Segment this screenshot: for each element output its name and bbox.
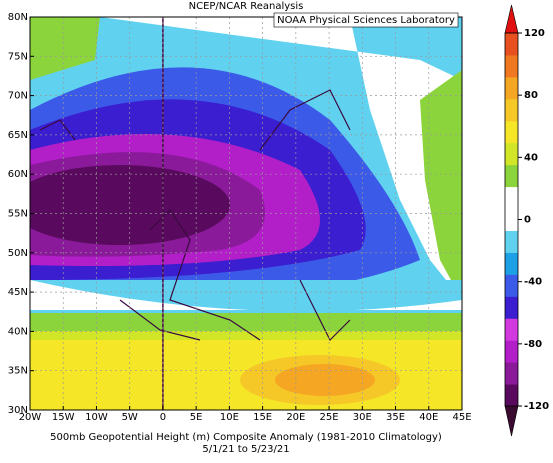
y-tick-label: 50N [8,248,28,259]
colorbar-band [505,164,518,188]
colorbar-band [505,318,518,341]
colorbar-band [505,362,518,385]
y-tick-label: 75N [8,51,28,62]
colorbar-band [505,296,518,319]
colorbar-band [505,252,518,275]
x-tick-label: 20W [19,412,42,423]
colorbar-band [505,274,518,297]
colorbar-under [504,405,519,437]
x-tick-label: 0 [160,412,166,423]
title: NCEP/NCAR Reanalysis [189,1,304,12]
colorbar-band [505,208,518,231]
y-tick-label: 40N [8,326,28,337]
anomaly-field [30,17,462,410]
colorbar-band [505,340,518,363]
y-tick-label: 45N [8,287,28,298]
colorbar-label: -80 [524,339,542,350]
colorbar-label: 40 [524,152,538,163]
y-tick-label: 30N [8,405,28,416]
colorbar-band [505,230,518,253]
colorbar-label: 0 [524,215,531,226]
caption: 5/1/21 to 5/23/21 [202,444,289,455]
colorbar-band [505,33,518,56]
colorbar-band [505,186,518,210]
colorbar-band [505,54,518,78]
x-tick-label: 20E [286,412,305,423]
y-tick-label: 60N [8,169,28,180]
x-tick-label: 5W [122,412,138,423]
x-tick-label: 35E [386,412,405,423]
colorbar-band [505,98,518,122]
colorbar-over [504,4,519,34]
colorbar-label: 80 [524,90,538,101]
y-tick-label: 55N [8,209,28,220]
caption: 500mb Geopotential Height (m) Composite … [50,432,442,443]
x-tick-label: 25E [320,412,339,423]
x-tick-label: 5E [190,412,203,423]
colorbar-band [505,142,518,166]
x-tick-label: 30E [353,412,372,423]
x-tick-label: 10W [85,412,108,423]
colorbar-label: 120 [524,28,545,39]
colorbar-band [505,120,518,144]
x-tick-label: 45E [452,412,471,423]
y-tick-label: 65N [8,130,28,141]
x-tick-label: 40E [419,412,438,423]
y-tick-label: 35N [8,366,28,377]
colorbar-band [505,384,518,407]
x-tick-label: 15W [52,412,75,423]
x-tick-label: 15E [253,412,272,423]
colorbar-band [505,76,518,100]
y-tick-label: 70N [8,91,28,102]
x-tick-label: 10E [220,412,239,423]
subtitle: NOAA Physical Sciences Laboratory [277,15,455,26]
y-tick-label: 80N [8,12,28,23]
colorbar-label: -120 [524,401,549,412]
colorbar-label: -40 [524,277,542,288]
subtitle-box [273,12,459,28]
